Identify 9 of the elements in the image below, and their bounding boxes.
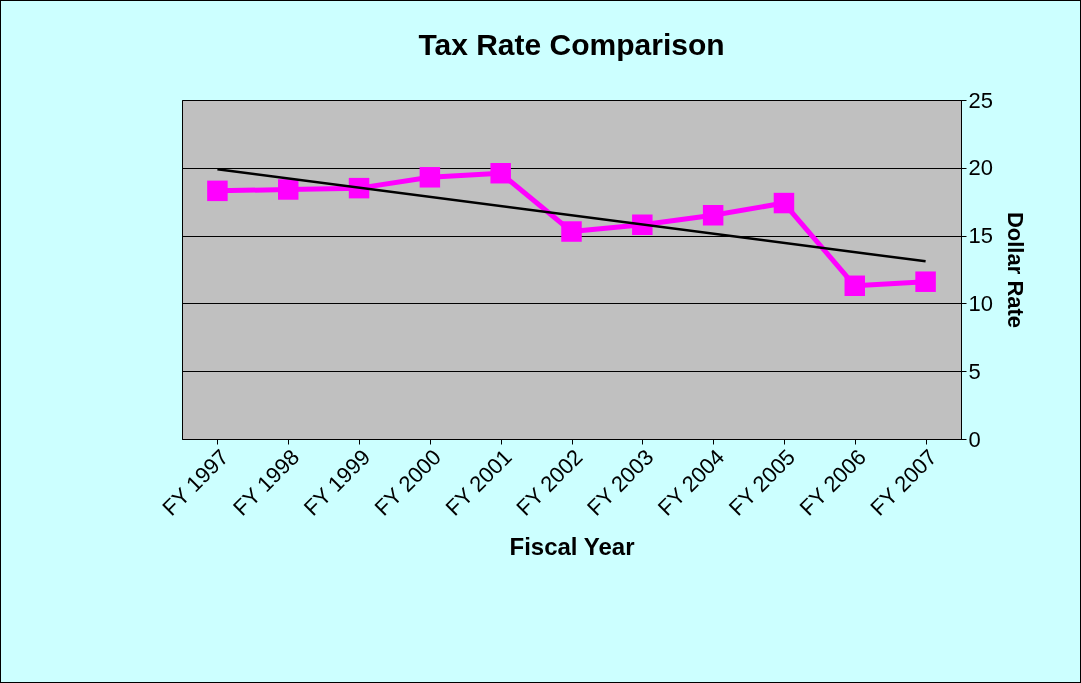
y-tick-label: 25 [968,87,993,113]
y-tick-label: 0 [968,426,981,452]
y-tick-label: 10 [968,290,993,316]
y-tick-label: 15 [968,223,993,249]
y-tick-label: 5 [968,358,981,384]
chart-title: Tax Rate Comparison [418,28,725,61]
x-axis-title: Fiscal Year [509,533,635,561]
y-tick-label: 20 [968,155,993,181]
y-axis-title: Dollar Rate [1002,211,1028,329]
